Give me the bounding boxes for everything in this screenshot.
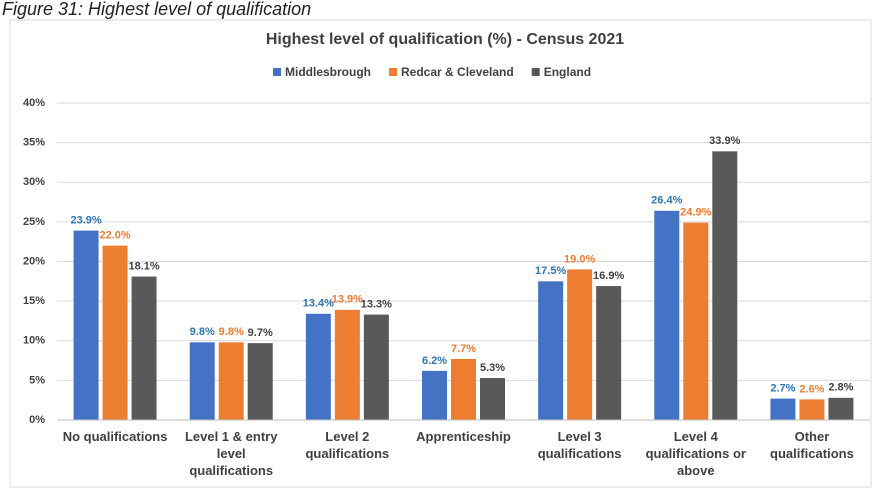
data-label: 16.9% bbox=[593, 270, 624, 282]
y-tick-label: 0% bbox=[29, 414, 45, 426]
bar bbox=[422, 370, 447, 420]
bar bbox=[363, 314, 389, 420]
data-label: 5.3% bbox=[480, 362, 505, 374]
x-tick-label-box: Other qualifications bbox=[770, 429, 854, 461]
y-tick-label: 15% bbox=[23, 295, 45, 307]
y-tick-label: 35% bbox=[23, 137, 45, 149]
bar bbox=[451, 358, 476, 420]
bar bbox=[799, 399, 825, 420]
chart-title: Highest level of qualification (%) - Cen… bbox=[266, 31, 624, 48]
data-label: 9.7% bbox=[248, 327, 273, 339]
y-tick-label: 5% bbox=[29, 374, 45, 386]
bar bbox=[189, 342, 215, 420]
legend-label: Middlesbrough bbox=[285, 65, 371, 79]
legend-label: Redcar & Cleveland bbox=[401, 65, 514, 79]
bar bbox=[596, 286, 622, 420]
data-label: 18.1% bbox=[128, 260, 159, 272]
bar bbox=[480, 377, 505, 420]
x-tick-label-box: Level 1 & entry level qualifications bbox=[184, 429, 278, 478]
bar bbox=[334, 309, 360, 420]
y-tick-label: 40% bbox=[23, 97, 45, 109]
bar bbox=[247, 343, 273, 420]
data-label: 13.4% bbox=[303, 298, 334, 310]
bar bbox=[567, 269, 593, 420]
data-label: 13.3% bbox=[361, 299, 392, 311]
bar bbox=[305, 313, 331, 420]
y-tick-label: 20% bbox=[23, 255, 45, 267]
legend-swatch bbox=[273, 68, 281, 76]
caption: Figure 31: Highest level of qualificatio… bbox=[2, 0, 311, 19]
data-label: 33.9% bbox=[709, 135, 740, 147]
data-label: 2.7% bbox=[770, 383, 795, 395]
data-label: 26.4% bbox=[651, 195, 682, 207]
x-tick-label: Level 4 qualifications or above bbox=[645, 429, 746, 478]
data-label: 17.5% bbox=[535, 265, 566, 277]
x-tick-label: Level 1 & entry level qualifications bbox=[184, 429, 278, 478]
x-tick-label-box: No qualifications bbox=[62, 429, 168, 444]
x-tick-label: Level 2 qualifications bbox=[305, 429, 390, 461]
x-tick-label-box: Level 2 qualifications bbox=[305, 429, 390, 461]
x-tick-label: Other qualifications bbox=[770, 429, 854, 461]
bar bbox=[770, 398, 796, 420]
data-label: 22.0% bbox=[99, 230, 130, 242]
bar bbox=[712, 151, 738, 420]
data-label: 19.0% bbox=[564, 253, 595, 265]
bar bbox=[654, 210, 680, 420]
y-tick-label: 10% bbox=[23, 335, 45, 347]
y-tick-label: 25% bbox=[23, 216, 45, 228]
data-label: 2.6% bbox=[799, 383, 824, 395]
bar bbox=[218, 342, 244, 420]
data-label: 6.2% bbox=[422, 355, 447, 367]
bar bbox=[73, 230, 99, 420]
x-tick-label-box: Apprenticeship bbox=[416, 429, 511, 444]
x-tick-label-box: Level 4 qualifications or above bbox=[645, 429, 746, 478]
data-label: 9.8% bbox=[219, 326, 244, 338]
bar bbox=[102, 245, 128, 420]
legend-swatch bbox=[389, 68, 397, 76]
legend-label: England bbox=[544, 65, 591, 79]
bar bbox=[828, 397, 854, 420]
legend-swatch bbox=[531, 68, 540, 76]
data-label: 9.8% bbox=[190, 326, 215, 338]
x-tick-label: Level 3 qualifications bbox=[537, 429, 622, 461]
x-tick-label: Apprenticeship bbox=[416, 429, 511, 444]
bar bbox=[131, 276, 157, 420]
y-tick-label: 30% bbox=[23, 176, 45, 188]
data-label: 23.9% bbox=[70, 214, 101, 226]
data-label: 24.9% bbox=[680, 207, 711, 219]
data-label: 7.7% bbox=[451, 343, 476, 355]
x-tick-label: No qualifications bbox=[62, 429, 168, 444]
bar bbox=[538, 281, 564, 420]
data-label: 2.8% bbox=[828, 382, 853, 394]
bar bbox=[683, 222, 709, 420]
data-label: 13.9% bbox=[332, 294, 363, 306]
x-tick-label-box: Level 3 qualifications bbox=[537, 429, 622, 461]
